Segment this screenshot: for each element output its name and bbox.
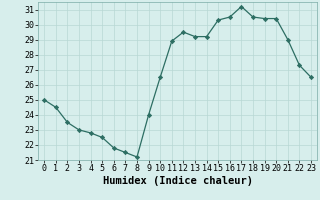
X-axis label: Humidex (Indice chaleur): Humidex (Indice chaleur) [103, 176, 252, 186]
